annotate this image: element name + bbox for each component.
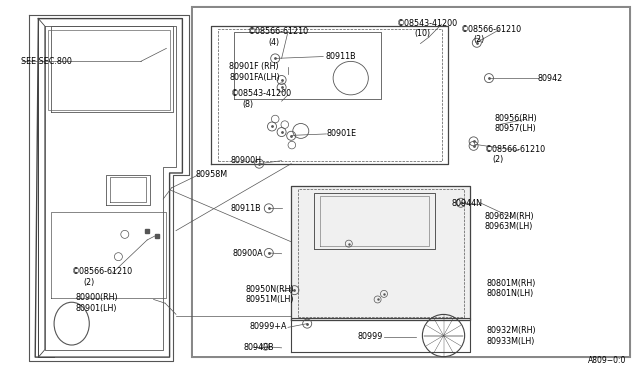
Text: 80944N: 80944N bbox=[451, 199, 482, 208]
Text: 80801M(RH): 80801M(RH) bbox=[486, 279, 536, 288]
Text: (2): (2) bbox=[474, 35, 485, 44]
Text: 80801N(LH): 80801N(LH) bbox=[486, 289, 534, 298]
Text: 80950N(RH): 80950N(RH) bbox=[245, 285, 294, 294]
Text: ©08543-41200: ©08543-41200 bbox=[230, 89, 292, 98]
Polygon shape bbox=[291, 186, 470, 320]
Text: 80932M(RH): 80932M(RH) bbox=[486, 326, 536, 335]
Text: (2): (2) bbox=[83, 278, 95, 287]
Bar bbox=[192, 7, 630, 357]
Text: (2): (2) bbox=[493, 155, 504, 164]
Text: 80957(LH): 80957(LH) bbox=[494, 124, 536, 133]
Text: 80901F (RH): 80901F (RH) bbox=[229, 62, 279, 71]
Text: SEE SEC.800: SEE SEC.800 bbox=[21, 57, 72, 66]
Text: 80956(RH): 80956(RH) bbox=[494, 114, 537, 123]
Text: 80958M: 80958M bbox=[195, 170, 227, 179]
Text: 80901FA(LH): 80901FA(LH) bbox=[229, 73, 280, 81]
Text: 80911B: 80911B bbox=[325, 52, 356, 61]
Text: ©08543-41200: ©08543-41200 bbox=[397, 19, 458, 28]
Text: 80911B: 80911B bbox=[230, 204, 261, 213]
Bar bbox=[48, 30, 170, 110]
Text: (10): (10) bbox=[415, 29, 431, 38]
Text: ©08566-61210: ©08566-61210 bbox=[485, 145, 547, 154]
Text: 80900A: 80900A bbox=[232, 249, 263, 258]
Text: 80900(RH): 80900(RH) bbox=[76, 293, 118, 302]
Text: 80900H: 80900H bbox=[230, 156, 261, 165]
Text: 80942: 80942 bbox=[538, 74, 563, 83]
Text: 80933M(LH): 80933M(LH) bbox=[486, 337, 535, 346]
Text: ©08566-61210: ©08566-61210 bbox=[248, 27, 310, 36]
Text: 80999+A: 80999+A bbox=[250, 322, 287, 331]
Text: ©08566-61210: ©08566-61210 bbox=[461, 25, 522, 33]
Text: 80951M(LH): 80951M(LH) bbox=[245, 295, 294, 304]
Text: 80999: 80999 bbox=[357, 332, 383, 341]
Bar bbox=[193, 8, 629, 356]
Text: 80940B: 80940B bbox=[243, 343, 274, 352]
Text: (8): (8) bbox=[242, 100, 253, 109]
Text: ©08566-61210: ©08566-61210 bbox=[72, 267, 133, 276]
Text: 80962M(RH): 80962M(RH) bbox=[484, 212, 534, 221]
Text: 80963M(LH): 80963M(LH) bbox=[484, 222, 533, 231]
Text: 80901E: 80901E bbox=[326, 129, 356, 138]
Text: A809−0:0: A809−0:0 bbox=[588, 356, 626, 365]
Text: 80901(LH): 80901(LH) bbox=[76, 304, 117, 313]
Text: (4): (4) bbox=[269, 38, 280, 47]
